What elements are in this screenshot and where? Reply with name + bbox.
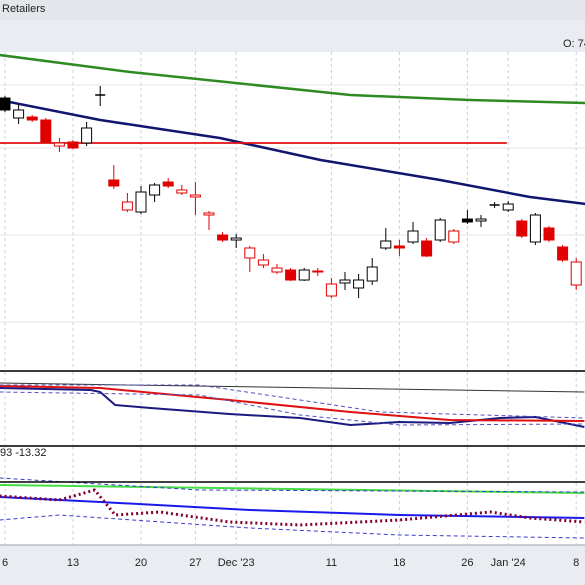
legend-text: -13.32	[15, 447, 46, 459]
title-bar	[0, 0, 585, 20]
x-tick-label: 8	[573, 557, 579, 569]
candle-body	[529, 214, 541, 243]
candle-body	[176, 189, 188, 194]
candle-body	[366, 266, 378, 282]
x-tick-label: 6	[2, 557, 8, 569]
candle-body	[502, 203, 514, 211]
candle-body	[380, 240, 392, 249]
candle-body	[339, 279, 351, 284]
indicator-line	[0, 391, 585, 426]
candle-body	[285, 269, 297, 281]
indicator-line	[0, 384, 585, 419]
indicator-line	[0, 385, 585, 422]
candle-body	[353, 279, 365, 289]
candle-body	[244, 247, 256, 259]
indicator-panel	[0, 372, 585, 445]
candle-body	[26, 116, 38, 121]
indicator-line	[0, 387, 585, 428]
candle-body	[570, 261, 582, 286]
indicator-line	[0, 514, 585, 539]
chart-title: Retailers	[2, 3, 46, 15]
candle-body	[393, 245, 405, 249]
info-text: O: 74.6	[563, 38, 585, 50]
candle-body	[325, 283, 337, 297]
candle-body	[434, 219, 446, 241]
candle-body	[312, 270, 324, 273]
indicator-panel	[0, 447, 585, 545]
candle-body	[67, 141, 79, 149]
candle-body	[162, 181, 174, 187]
candle-body	[461, 218, 473, 223]
x-tick-label: 13	[67, 557, 79, 569]
x-tick-label: 26	[461, 557, 473, 569]
candle-body	[0, 97, 11, 111]
grid	[0, 84, 585, 323]
candle-body	[203, 212, 215, 216]
candle-body	[516, 220, 528, 237]
candle-body	[271, 267, 283, 273]
candle-body	[189, 194, 201, 198]
candle-body	[257, 259, 269, 266]
candle-body	[475, 218, 487, 222]
candle-body	[108, 179, 120, 187]
candle-body	[230, 237, 242, 241]
candle-body	[448, 230, 460, 243]
x-tick-label: 27	[189, 557, 201, 569]
x-tick-label: Jan '24	[491, 557, 526, 569]
indicator-line	[0, 98, 585, 206]
candle-body	[543, 227, 555, 241]
indicator-line	[0, 484, 585, 494]
x-tick-label: Dec '23	[218, 557, 255, 569]
indicator-line	[0, 53, 585, 105]
candle-body	[149, 184, 161, 196]
candle-body	[557, 246, 569, 261]
candle-body	[421, 240, 433, 257]
plot: 6 13 20 27 Dec '23 11 18 26 Jan '24 8 93 -13.32	[0, 52, 585, 569]
indicator-line	[0, 382, 585, 393]
candle-body	[407, 230, 419, 243]
candle-body	[298, 269, 310, 281]
candle-body	[13, 109, 25, 119]
candle-body	[81, 127, 93, 144]
candle-body	[121, 201, 133, 211]
candle-body	[217, 234, 229, 241]
x-tick-label: 20	[135, 557, 147, 569]
x-tick-label: 18	[393, 557, 405, 569]
legend-text: 93	[0, 447, 12, 459]
x-tick-label: 11	[326, 557, 337, 569]
main-panel	[0, 52, 585, 370]
header	[0, 20, 585, 52]
candle-body	[135, 191, 147, 213]
candle-body	[53, 142, 65, 147]
candle-body	[40, 119, 52, 143]
